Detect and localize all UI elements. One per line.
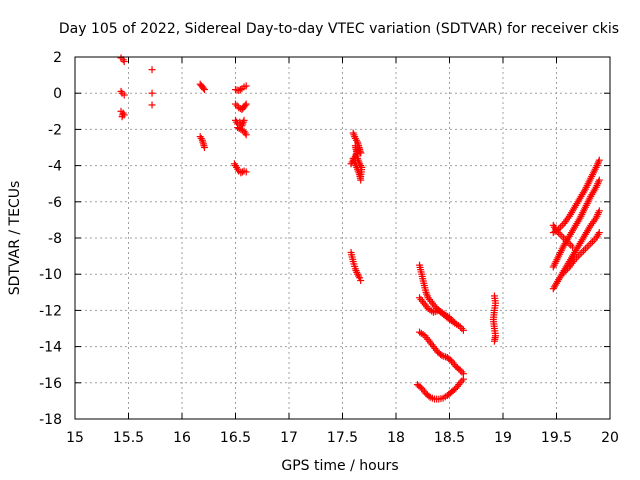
data-point	[357, 149, 365, 157]
x-tick-label: 20	[601, 430, 619, 446]
data-point	[148, 101, 156, 109]
data-point	[120, 91, 128, 99]
data-point	[578, 248, 586, 256]
data-point	[595, 207, 603, 215]
data-point	[595, 156, 603, 164]
data-point	[242, 168, 250, 176]
data-point	[242, 131, 250, 139]
data-points	[117, 54, 603, 403]
data-point	[199, 84, 207, 92]
data-point	[558, 232, 566, 240]
data-point	[455, 365, 463, 373]
data-point	[242, 82, 250, 90]
data-point	[459, 375, 467, 383]
y-tick-label: -6	[48, 195, 62, 211]
data-point	[241, 101, 249, 109]
y-tick-label: -2	[48, 122, 62, 138]
data-point	[587, 239, 595, 247]
data-point	[425, 392, 433, 400]
data-point	[583, 243, 591, 251]
data-point	[589, 238, 597, 246]
x-tick-label: 16	[173, 430, 191, 446]
data-point	[580, 247, 588, 255]
data-point	[595, 176, 603, 184]
x-axis-label: GPS time / hours	[281, 458, 398, 474]
y-tick-label: 2	[53, 50, 62, 66]
data-point	[120, 111, 128, 119]
data-point	[237, 125, 245, 133]
x-tick-label: 15.5	[113, 430, 144, 446]
data-point	[357, 277, 365, 285]
y-tick-label: -14	[39, 340, 62, 356]
x-tick-label: 17.5	[327, 430, 358, 446]
data-point	[569, 243, 577, 251]
data-point	[148, 66, 156, 74]
y-tick-label: -8	[48, 231, 62, 247]
data-point	[581, 245, 589, 253]
data-point	[558, 221, 566, 229]
x-tick-label: 18	[387, 430, 405, 446]
data-point	[120, 58, 128, 66]
data-point	[200, 86, 208, 94]
x-tick-label: 16.5	[220, 430, 251, 446]
data-point	[451, 319, 459, 327]
x-tick-label: 19.5	[541, 430, 572, 446]
chart-title: Day 105 of 2022, Sidereal Day-to-day VTE…	[59, 21, 619, 37]
x-tick-label: 18.5	[434, 430, 465, 446]
data-point	[595, 229, 603, 237]
data-point	[357, 172, 365, 180]
data-point	[240, 116, 248, 124]
data-point	[585, 241, 593, 249]
y-tick-label: -12	[39, 303, 62, 319]
axis-ticks: 15 15.5 16 16.5 17 17.5 18 18.5 19 19.5 2020-2-4-6…	[39, 50, 619, 446]
data-point	[567, 241, 575, 249]
data-point	[242, 100, 250, 108]
x-tick-label: 19	[494, 430, 512, 446]
data-point	[490, 337, 498, 345]
y-axis-label: SDTVAR / TECUs	[7, 181, 23, 296]
x-tick-label: 15	[66, 430, 84, 446]
y-tick-label: 0	[53, 86, 62, 102]
y-tick-label: -16	[39, 376, 62, 392]
y-tick-label: -18	[39, 412, 62, 428]
data-point	[232, 100, 239, 108]
x-tick-label: 17	[280, 430, 298, 446]
data-point	[148, 89, 156, 97]
y-tick-label: -10	[39, 267, 62, 283]
data-point	[459, 326, 467, 334]
plot-frame	[74, 56, 611, 420]
data-point	[576, 250, 584, 258]
data-point	[200, 144, 208, 151]
data-point	[236, 86, 244, 94]
y-tick-label: -4	[48, 159, 62, 175]
data-point	[117, 87, 125, 95]
grid-lines	[75, 57, 610, 419]
